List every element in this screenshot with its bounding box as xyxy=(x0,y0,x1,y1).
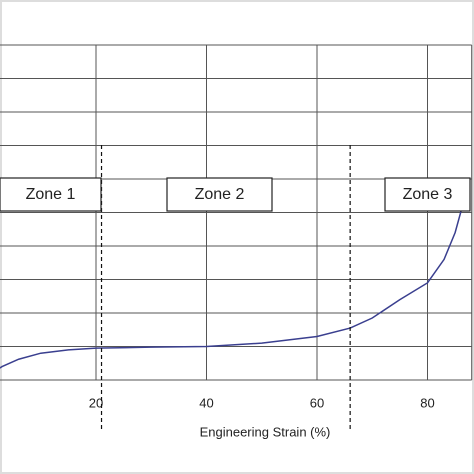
zone-box xyxy=(0,177,102,212)
x-tick-label: 80 xyxy=(420,395,434,410)
data-line xyxy=(0,192,467,369)
x-tick-label: 20 xyxy=(89,395,103,410)
x-tick-label: 40 xyxy=(199,395,213,410)
zone-box xyxy=(166,177,273,212)
x-tick-label: 60 xyxy=(310,395,324,410)
zone-box xyxy=(384,177,471,212)
x-axis-label: Engineering Strain (%) xyxy=(200,424,331,439)
zone-label: Zone 3 xyxy=(403,186,453,203)
zone-label: Zone 1 xyxy=(26,186,76,203)
zone-label: Zone 2 xyxy=(195,186,245,203)
